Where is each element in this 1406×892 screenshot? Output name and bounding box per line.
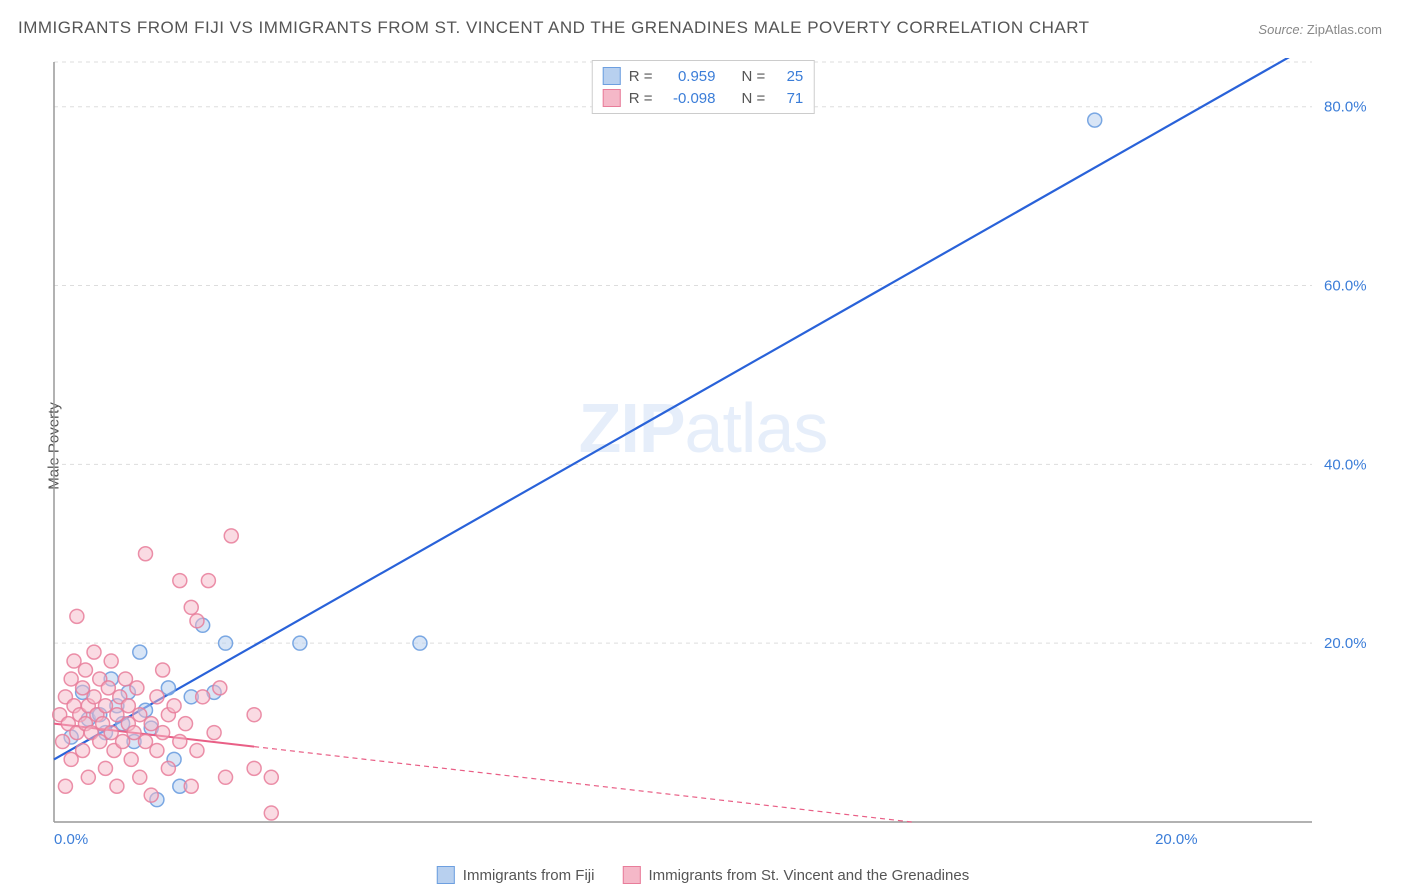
- series-swatch: [603, 67, 621, 85]
- legend-label: Immigrants from St. Vincent and the Gren…: [648, 867, 969, 884]
- stats-legend-box: R = 0.959 N = 25 R = -0.098 N = 71: [592, 60, 815, 114]
- stat-n-value: 25: [773, 68, 803, 85]
- chart-title: IMMIGRANTS FROM FIJI VS IMMIGRANTS FROM …: [18, 18, 1090, 38]
- source-value: ZipAtlas.com: [1307, 22, 1382, 37]
- legend-item: Immigrants from St. Vincent and the Gren…: [622, 866, 969, 884]
- stat-n-label: N =: [742, 68, 766, 85]
- x-tick-label: 0.0%: [54, 831, 88, 848]
- bottom-legend: Immigrants from Fiji Immigrants from St. …: [437, 866, 969, 884]
- legend-item: Immigrants from Fiji: [437, 866, 595, 884]
- y-tick-label: 20.0%: [1324, 635, 1367, 652]
- x-tick-label: 20.0%: [1155, 831, 1198, 848]
- legend-label: Immigrants from Fiji: [463, 867, 595, 884]
- stats-row: R = 0.959 N = 25: [603, 65, 804, 87]
- stat-r-value: -0.098: [661, 90, 716, 107]
- y-tick-label: 80.0%: [1324, 99, 1367, 116]
- stat-r-label: R =: [629, 90, 653, 107]
- stat-n-label: N =: [742, 90, 766, 107]
- stat-r-value: 0.959: [661, 68, 716, 85]
- legend-swatch: [622, 866, 640, 884]
- legend-swatch: [437, 866, 455, 884]
- source-label: Source:: [1258, 22, 1303, 37]
- stat-n-value: 71: [773, 90, 803, 107]
- correlation-scatter-chart: 20.0% 40.0% 60.0% 80.0% 0.0% 20.0%: [50, 58, 1382, 858]
- source-attribution: Source: ZipAtlas.com: [1258, 22, 1382, 37]
- stat-r-label: R =: [629, 68, 653, 85]
- y-tick-label: 60.0%: [1324, 278, 1367, 295]
- stats-row: R = -0.098 N = 71: [603, 87, 804, 109]
- series-swatch: [603, 89, 621, 107]
- y-tick-label: 40.0%: [1324, 456, 1367, 473]
